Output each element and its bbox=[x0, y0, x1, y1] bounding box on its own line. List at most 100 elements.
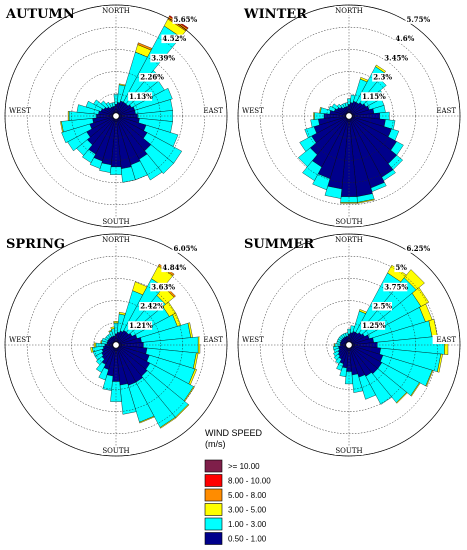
petal-17-bin-1 bbox=[99, 162, 112, 173]
legend-swatch-0 bbox=[204, 459, 223, 473]
dir-label-south: SOUTH bbox=[335, 218, 362, 226]
ring-label-1: 1.25% bbox=[362, 321, 386, 330]
petal-5-bin-2 bbox=[411, 287, 430, 307]
ring-label-bg-3 bbox=[150, 53, 175, 63]
petal-18-bin-1 bbox=[336, 362, 344, 371]
ring-label-5: 5.75% bbox=[407, 15, 431, 24]
ring-label-4: 4.84% bbox=[162, 263, 186, 272]
petal-17-bin-1 bbox=[324, 185, 342, 199]
petal-9-bin-2 bbox=[437, 353, 443, 373]
dir-label-bg-west bbox=[241, 335, 266, 344]
petal-22-bin-1 bbox=[304, 126, 317, 139]
dir-label-bg-south bbox=[101, 446, 131, 455]
legend-label-5: 0.50 - 1.00 bbox=[228, 535, 267, 544]
dir-label-west: WEST bbox=[242, 336, 264, 344]
wind-rose-winter: 1.15% 2.3% 3.45% 4.6% 5.75% NORTH EAST SOUTH WES… bbox=[237, 4, 461, 228]
petal-18-bin-1 bbox=[312, 173, 331, 191]
petal-4-bin-2 bbox=[403, 269, 425, 291]
dir-label-west: WEST bbox=[242, 107, 264, 115]
dir-label-north: NORTH bbox=[335, 7, 363, 15]
ring-label-1: 1.21% bbox=[129, 321, 153, 330]
petal-25-bin-2 bbox=[319, 107, 322, 114]
ring-label-4: 4.52% bbox=[162, 34, 186, 43]
petal-12-bin-1 bbox=[144, 144, 174, 174]
dir-label-bg-north bbox=[334, 6, 364, 15]
ring-label-2: 2.5% bbox=[373, 302, 392, 311]
legend-label-3: 3.00 - 5.00 bbox=[228, 506, 267, 515]
dir-label-bg-west bbox=[8, 106, 33, 115]
petal-23-bin-2 bbox=[90, 347, 94, 353]
chart-title-winter: WINTER bbox=[243, 7, 307, 22]
dir-label-bg-east bbox=[432, 335, 457, 344]
legend-label-1: 8.00 - 10.00 bbox=[228, 477, 271, 486]
petal-6-bin-1 bbox=[133, 87, 173, 111]
ring-label-bg-2 bbox=[372, 73, 392, 82]
ring-label-2: 2.26% bbox=[140, 73, 164, 82]
ring-label-bg-1 bbox=[128, 92, 153, 101]
legend-unit: (m/s) bbox=[205, 439, 226, 449]
petal-23-bin-1 bbox=[310, 118, 320, 128]
petal-8-bin-1 bbox=[379, 111, 390, 121]
petal-8-bin-2 bbox=[197, 336, 201, 354]
legend-label-2: 5.00 - 8.00 bbox=[228, 491, 267, 500]
dir-label-south: SOUTH bbox=[102, 447, 129, 455]
petal-26-bin-1 bbox=[101, 337, 109, 343]
petal-27-bin-1 bbox=[93, 99, 106, 110]
petal-31-bin-1 bbox=[345, 332, 349, 337]
petal-31-bin-2 bbox=[110, 326, 115, 330]
petal-29-bin-1 bbox=[105, 101, 112, 109]
ring-label-bg-4 bbox=[161, 263, 186, 273]
petal-25-bin-2 bbox=[100, 340, 103, 344]
dir-label-bg-north bbox=[334, 235, 364, 244]
legend-label-0: >= 10.00 bbox=[228, 462, 260, 471]
petal-28-bin-1 bbox=[336, 103, 342, 109]
ring-label-bg-3 bbox=[150, 282, 175, 292]
petal-14-bin-1 bbox=[358, 374, 377, 400]
petal-16-bin-1 bbox=[344, 371, 354, 385]
legend-swatch-2 bbox=[204, 488, 223, 502]
dir-label-bg-south bbox=[334, 217, 364, 226]
ring-label-2: 2.3% bbox=[373, 73, 392, 82]
ring-label-bg-5 bbox=[172, 15, 197, 24]
dir-label-east: EAST bbox=[436, 107, 456, 115]
ring-label-bg-2 bbox=[139, 302, 164, 311]
dir-label-north: NORTH bbox=[102, 236, 130, 244]
petal-22-bin-1 bbox=[61, 123, 92, 144]
petal-28-bin-1 bbox=[100, 100, 109, 109]
ring-label-1: 1.15% bbox=[362, 92, 386, 101]
petal-21-bin-1 bbox=[333, 350, 340, 357]
petal-27-bin-1 bbox=[331, 103, 339, 110]
petal-20-bin-1 bbox=[298, 147, 318, 167]
ring-label-5: 5.65% bbox=[174, 15, 198, 24]
ring-label-4: 5% bbox=[395, 263, 407, 272]
legend-swatch-1 bbox=[204, 474, 223, 487]
petal-23-bin-1 bbox=[332, 345, 340, 350]
petal-20-bin-1 bbox=[333, 353, 341, 361]
ring-label-bg-5 bbox=[405, 244, 430, 253]
petal-17-bin-1 bbox=[339, 366, 347, 378]
ring-label-bg-4 bbox=[161, 34, 186, 44]
wind-rose-spring: 1.21% 2.42% 3.63% 4.84% 6.05% NORTH EAST SOUTH W… bbox=[4, 233, 228, 457]
petal-25-bin-1 bbox=[76, 104, 100, 115]
petal-16-bin-1 bbox=[110, 381, 122, 402]
legend-label-4: 1.00 - 3.00 bbox=[228, 520, 267, 529]
petal-19-bin-1 bbox=[335, 357, 342, 365]
ring-label-3: 3.39% bbox=[151, 53, 175, 62]
petal-12-bin-2 bbox=[396, 392, 408, 404]
petal-21-bin-1 bbox=[299, 135, 317, 152]
petal-16-bin-2 bbox=[340, 202, 358, 204]
petal-14-bin-2 bbox=[139, 415, 155, 424]
petal-18-bin-1 bbox=[98, 367, 109, 381]
calm-circle bbox=[112, 112, 120, 120]
ring-label-2: 2.42% bbox=[140, 302, 164, 311]
dir-label-east: EAST bbox=[436, 336, 456, 344]
ring-label-bg-3 bbox=[383, 282, 408, 292]
ring-label-bg-1 bbox=[361, 92, 386, 101]
ring-label-bg-1 bbox=[128, 321, 153, 330]
petal-11-bin-2 bbox=[410, 382, 421, 397]
dir-label-west: WEST bbox=[9, 336, 31, 344]
chart-title-spring: SPRING bbox=[6, 237, 65, 252]
petal-19-bin-1 bbox=[95, 361, 106, 373]
petal-18-bin-1 bbox=[89, 157, 103, 169]
petal-13-bin-2 bbox=[159, 417, 177, 429]
